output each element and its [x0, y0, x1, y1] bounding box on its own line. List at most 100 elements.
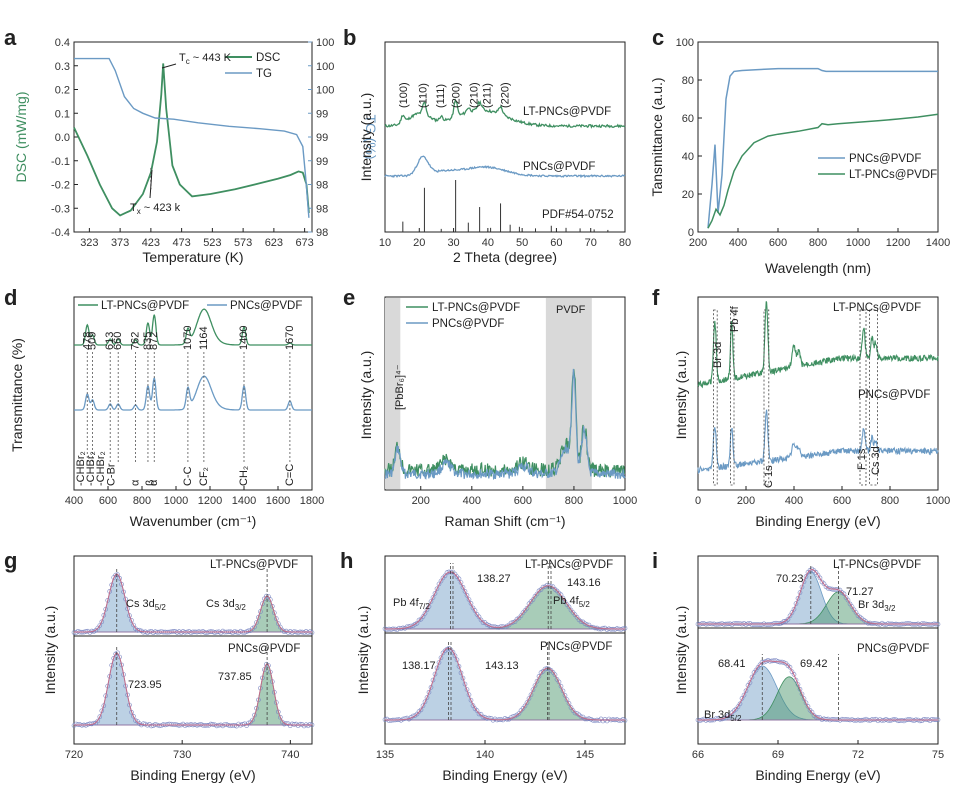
data-point-i	[887, 718, 893, 724]
data-point-h	[540, 584, 546, 590]
x-d-tick-label: 1400	[232, 495, 256, 507]
y2-a-tick-label: 100	[316, 61, 334, 73]
data-point-i	[815, 715, 821, 720]
data-point-i	[795, 596, 801, 601]
data-point-h	[532, 683, 538, 688]
panel-a: a 323 373 423 473 523 573 623 673 -0.4 -0.3 -0.2 -0…	[4, 25, 379, 265]
series-label-lt-f: LT-PNCs@PVDF	[833, 302, 921, 314]
data-point-h	[622, 625, 628, 631]
data-point-h	[422, 699, 428, 705]
x-c-tick-label: 800	[809, 237, 827, 249]
data-point-i	[749, 674, 755, 680]
data-point-h	[458, 580, 464, 585]
data-point-i	[841, 591, 847, 597]
peak-wavenumber-label: 872	[148, 332, 160, 350]
value-71-27: 71.27	[846, 586, 874, 598]
plot-frame-c	[697, 41, 939, 233]
peak-wavenumber-label: 835	[142, 332, 154, 350]
y2-a-tick-label: 98	[316, 180, 328, 192]
peak-label-pb4f52: Pb 4f5/2	[553, 595, 590, 609]
peak-region-box	[713, 309, 718, 486]
series-line-lt-pncs-pvdf	[707, 113, 939, 229]
y-c-tick-label: 0	[688, 227, 694, 239]
data-point-h	[418, 707, 424, 713]
x-e-tick-label: 600	[514, 495, 532, 507]
x-e-tick-label: 200	[412, 495, 430, 507]
data-point-h	[536, 674, 542, 679]
x-d-tick-label: 1000	[164, 495, 188, 507]
data-point-h	[408, 623, 414, 629]
panel-e: e 200 400 600 800 1000 Raman Shift (cm⁻¹) In…	[343, 285, 637, 529]
xlabel-d: Wavenumber (cm⁻¹)	[130, 513, 257, 529]
data-point-i	[801, 696, 807, 701]
band-label: C-C	[182, 466, 194, 486]
data-point-h	[510, 619, 516, 625]
data-point-h	[578, 714, 584, 720]
data-point-h	[560, 595, 566, 601]
peak-label-cs3d52: Cs 3d5/2	[126, 598, 166, 612]
data-point-g	[266, 663, 271, 668]
legend-label-tg: TG	[256, 68, 272, 80]
y2-a-tick-label: 98	[316, 227, 328, 239]
value-70-23: 70.23	[776, 573, 804, 585]
peak-label-pb4f72: Pb 4f7/2	[393, 597, 430, 611]
data-point-h	[468, 601, 474, 606]
data-point-i	[785, 617, 791, 622]
ylabel-c: Tansmittance (a.u.)	[649, 77, 665, 196]
x-d-tick-label: 1800	[300, 495, 324, 507]
panel-i: i 66 69 72 75 Binding Energy (eV) Intensity…	[652, 548, 944, 783]
y-a-tick-label: -0.1	[51, 156, 70, 168]
data-point-h	[472, 608, 478, 613]
fit-envelope-h	[385, 571, 625, 630]
data-point-i	[725, 713, 731, 719]
peak-wavenumber-label: 1670	[284, 326, 296, 350]
data-point-h	[422, 611, 428, 616]
data-point-h	[552, 672, 558, 678]
data-point-i	[799, 691, 805, 697]
data-point-i	[917, 718, 923, 724]
band-label: -CHBr₂	[95, 451, 107, 486]
peak-label-pb4f: Pb 4f	[729, 305, 741, 332]
data-point-i	[781, 660, 787, 666]
x-c-tick-label: 1000	[846, 237, 870, 249]
x-a-tick-label: 623	[265, 237, 283, 249]
shaded-band-pvdf	[545, 298, 592, 489]
y2-a-tick-label: 99	[316, 156, 328, 168]
series-line-pncs-b	[384, 155, 626, 179]
hkl-label: (100)	[398, 82, 410, 108]
x-a-tick-label: 573	[234, 237, 252, 249]
y-c-tick-label: 60	[682, 113, 694, 125]
data-point-g	[97, 714, 103, 720]
y-a-tick-label: -0.3	[51, 203, 70, 215]
y-c-tick-label: 20	[682, 189, 694, 201]
peak-label-br3d: Br 3d	[712, 342, 724, 368]
data-point-g	[157, 723, 162, 729]
ylabel-g: Intensity (a.u.)	[42, 606, 58, 695]
x-f-tick-label: 600	[833, 495, 851, 507]
series-label-pdf-b: PDF#54-0752	[542, 209, 614, 221]
value-737-85: 737.85	[218, 671, 252, 683]
band-label: C-Br	[105, 463, 117, 486]
xlabel-h: Binding Energy (eV)	[442, 767, 567, 783]
annotation-tx: Tx ~ 423 k	[130, 202, 181, 216]
data-point-h	[476, 711, 482, 717]
hkl-label: (210)	[468, 82, 480, 108]
x-f-tick-label: 1000	[926, 495, 950, 507]
series-label-pncs-f: PNCs@PVDF	[858, 389, 930, 401]
y2-a-tick-label: 100	[316, 37, 334, 49]
data-point-h	[530, 687, 536, 693]
data-point-h	[466, 597, 472, 602]
fit-envelope-g	[74, 652, 312, 726]
peak-wavenumber-label: 613	[104, 332, 116, 350]
data-point-i	[799, 584, 805, 590]
data-point-g	[269, 603, 275, 609]
peak-label-br3d52: Br 3d5/2	[704, 709, 742, 723]
value-723-95: 723.95	[128, 679, 162, 691]
data-point-g	[275, 621, 281, 626]
data-point-h	[534, 591, 540, 597]
band-label: α	[130, 479, 142, 486]
panel-h: h 135 140 145 Binding Energy (eV) Intensit…	[340, 548, 628, 783]
data-point-h	[442, 573, 448, 579]
data-point-g	[111, 656, 116, 661]
panel-label-f: f	[652, 285, 660, 310]
